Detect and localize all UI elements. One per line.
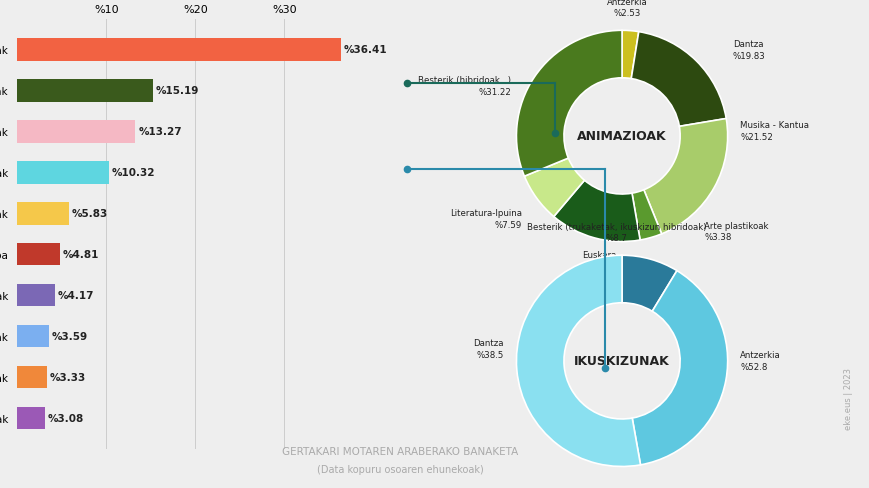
Text: Arte plastikoak
%3.38: Arte plastikoak %3.38 (704, 221, 768, 242)
Text: %3.08: %3.08 (48, 413, 83, 423)
Text: %3.59: %3.59 (52, 331, 88, 342)
Text: %36.41: %36.41 (343, 45, 388, 55)
Text: Besterik (hibridoak...)
%31.22: Besterik (hibridoak...) %31.22 (418, 76, 511, 97)
Text: %13.27: %13.27 (138, 127, 182, 137)
Text: %4.17: %4.17 (57, 290, 94, 301)
Wedge shape (516, 31, 621, 177)
Wedge shape (632, 271, 726, 465)
Wedge shape (643, 119, 726, 234)
Bar (17, 325, 50, 347)
Text: Antzerkia
%52.8: Antzerkia %52.8 (740, 351, 780, 371)
Wedge shape (621, 31, 638, 80)
Text: Besterik (trukaketak, ikuskizun hibridoak)
%8.7: Besterik (trukaketak, ikuskizun hibridoa… (527, 222, 706, 243)
Text: GERTAKARI MOTAREN ARABERAKO BANAKETA: GERTAKARI MOTAREN ARABERAKO BANAKETA (282, 447, 518, 456)
Text: IKUSKIZUNAK: IKUSKIZUNAK (574, 355, 669, 367)
Text: %10.32: %10.32 (112, 168, 156, 178)
Wedge shape (631, 33, 726, 127)
Bar (17, 203, 70, 225)
Bar (17, 366, 47, 388)
Bar (17, 285, 55, 307)
Text: (Data kopuru osoaren ehunekoak): (Data kopuru osoaren ehunekoak) (316, 465, 483, 474)
Text: Dantza
%38.5: Dantza %38.5 (473, 338, 503, 359)
Bar (17, 39, 341, 61)
Text: %4.81: %4.81 (63, 250, 99, 260)
Bar (17, 162, 109, 184)
Text: Euskara
%13.92: Euskara %13.92 (581, 251, 615, 271)
Text: Antzerkia
%2.53: Antzerkia %2.53 (607, 0, 647, 19)
Text: Musika - Kantua
%21.52: Musika - Kantua %21.52 (740, 121, 808, 142)
Bar (17, 80, 152, 102)
Text: Literatura-Ipuina
%7.59: Literatura-Ipuina %7.59 (449, 208, 521, 229)
Text: %5.83: %5.83 (72, 209, 108, 219)
Wedge shape (631, 190, 661, 241)
Wedge shape (554, 181, 640, 242)
Text: Dantza
%19.83: Dantza %19.83 (732, 40, 765, 61)
Wedge shape (516, 256, 640, 467)
Text: %3.33: %3.33 (50, 372, 86, 382)
Wedge shape (524, 159, 584, 217)
Wedge shape (621, 256, 676, 312)
Bar (17, 121, 136, 143)
Bar (17, 407, 45, 429)
Text: %15.19: %15.19 (155, 86, 198, 96)
Text: ANIMAZIOAK: ANIMAZIOAK (576, 130, 667, 143)
Bar (17, 244, 60, 266)
Text: eke.eus | 2023: eke.eus | 2023 (843, 367, 852, 429)
